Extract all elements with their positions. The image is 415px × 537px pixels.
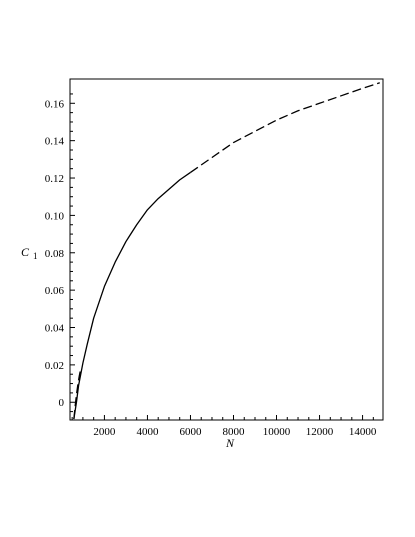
y-axis-title-sub: 1 <box>33 251 38 261</box>
x-axis-title: N <box>225 436 235 450</box>
plot-frame <box>69 78 384 421</box>
series-dashed-line <box>73 368 82 420</box>
x-tick-label: 14000 <box>349 426 377 438</box>
x-tick-label: 4000 <box>136 426 159 438</box>
axes <box>69 78 384 421</box>
y-axis-title: C 1 <box>21 243 38 261</box>
y-tick-label: 0.02 <box>45 360 64 372</box>
y-tick-label: 0.12 <box>45 173 64 185</box>
x-tick-label: 12000 <box>306 426 334 438</box>
y-tick-label: 0.06 <box>45 285 65 297</box>
x-tick-label: 6000 <box>179 426 202 438</box>
y-tick-label: 0.10 <box>45 210 65 222</box>
y-tick-label: 0.08 <box>45 248 65 260</box>
y-tick-label: 0.04 <box>45 323 65 335</box>
y-tick-label: 0.16 <box>45 98 65 110</box>
ticks <box>70 93 374 420</box>
y-axis-title-main: C <box>21 245 30 259</box>
x-tick-label: 2000 <box>93 426 116 438</box>
series-dashed-line <box>190 82 380 173</box>
series <box>73 82 380 420</box>
x-tick-label: 10000 <box>263 426 291 438</box>
y-tick-label: 0 <box>59 397 65 409</box>
tick-labels: 2000 4000 6000 8000 10000 12000 14000 0 0.02 0.04… <box>45 98 377 438</box>
y-tick-label: 0.14 <box>45 136 65 148</box>
series-solid-line <box>73 171 191 420</box>
x-tick-label: 8000 <box>222 426 245 438</box>
